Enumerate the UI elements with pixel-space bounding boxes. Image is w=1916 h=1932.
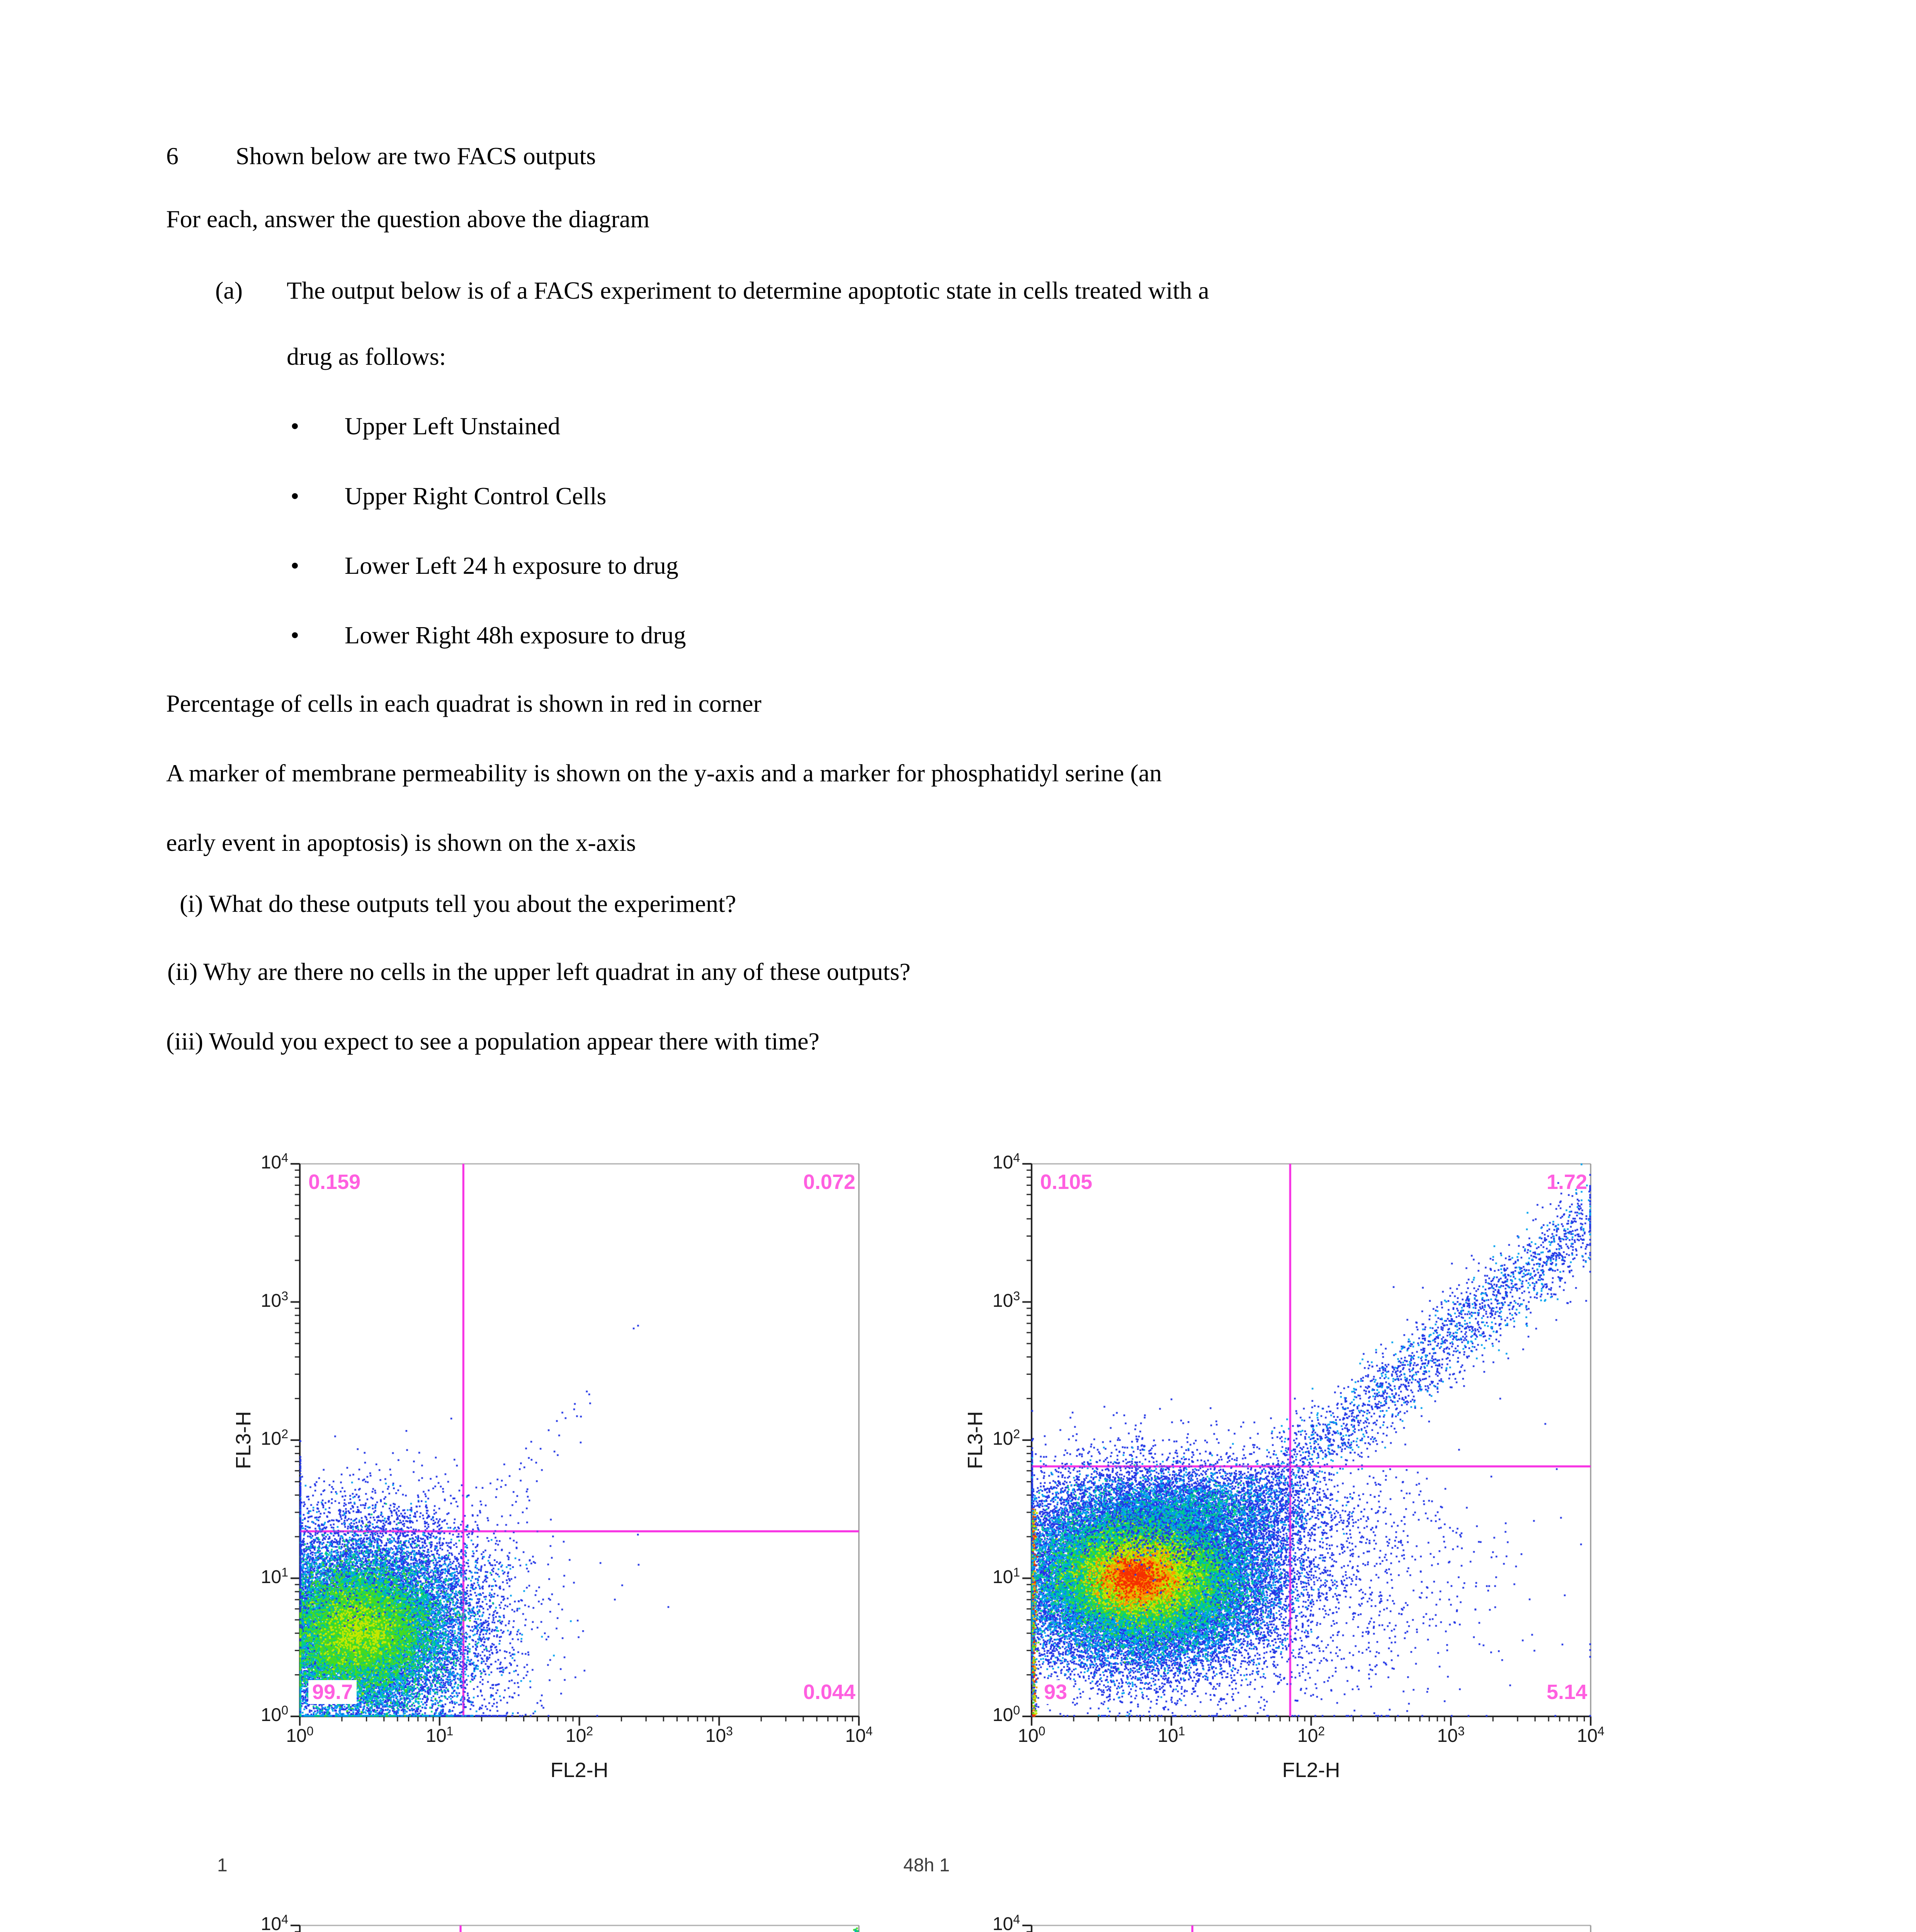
scatter-canvas xyxy=(948,1901,1628,1932)
x-axis-label: FL2-H xyxy=(1282,1759,1340,1782)
bullet-icon: • xyxy=(291,412,299,440)
y-tick-label: 103 xyxy=(992,1289,1020,1311)
y-tick-label: 102 xyxy=(260,1427,288,1449)
y-tick-label: 100 xyxy=(260,1703,288,1725)
y-tick-label: 101 xyxy=(992,1565,1020,1587)
y-tick-label: 104 xyxy=(260,1912,288,1932)
quadrant-lr-pct: 5.14 xyxy=(1546,1680,1587,1704)
bullet-icon: • xyxy=(291,482,299,510)
bullet-icon: • xyxy=(291,552,299,579)
y-axis-label: FL3-H xyxy=(232,1411,255,1469)
para-percentage: Percentage of cells in each quadrat is s… xyxy=(166,690,762,717)
facs-plot-unstained: 0.159 0.072 99.7 0.044 100 101 102 103 104 1… xyxy=(216,1140,896,1797)
y-tick-label: 104 xyxy=(992,1151,1020,1173)
y-tick-label: 101 xyxy=(260,1565,288,1587)
bullet-lower-right: Lower Right 48h exposure to drug xyxy=(345,621,686,649)
x-tick-label: 104 xyxy=(1577,1724,1605,1746)
bullet-upper-left: Upper Left Unstained xyxy=(345,412,561,440)
y-tick-label: 103 xyxy=(260,1289,288,1311)
facs-plot-control: 0.105 1.72 93 5.14 100 101 102 103 104 100 10… xyxy=(948,1140,1628,1797)
question-i: (i) What do these outputs tell you about… xyxy=(180,890,736,917)
quadrant-lr-pct: 0.044 xyxy=(803,1680,855,1704)
plot-row-label-48h: 48h 1 xyxy=(903,1855,950,1876)
plot-row-label-24h: 1 xyxy=(217,1855,228,1876)
quadrant-ur-pct: 1.72 xyxy=(1546,1170,1587,1194)
question-heading: Shown below are two FACS outputs xyxy=(236,142,596,170)
y-axis-label: FL3-H xyxy=(964,1411,987,1469)
quadrant-ul-pct: 0.105 xyxy=(1040,1170,1093,1194)
x-axis-label: FL2-H xyxy=(550,1759,609,1782)
question-number: 6 xyxy=(166,142,179,170)
question-ii: (ii) Why are there no cells in the upper… xyxy=(167,958,911,985)
x-tick-label: 100 xyxy=(1018,1724,1046,1746)
bullet-icon: • xyxy=(291,621,299,649)
x-tick-label: 104 xyxy=(845,1724,873,1746)
x-tick-label: 103 xyxy=(1437,1724,1465,1746)
y-tick-label: 100 xyxy=(992,1703,1020,1725)
para-marker-line2: early event in apoptosis) is shown on th… xyxy=(166,829,636,856)
x-tick-label: 100 xyxy=(286,1724,314,1746)
quadrant-ll-pct: 93 xyxy=(1040,1680,1071,1704)
x-tick-label: 103 xyxy=(705,1724,733,1746)
quadrant-ll-pct: 99.7 xyxy=(308,1680,357,1704)
item-a-label: (a) xyxy=(215,277,243,304)
intro-text: For each, answer the question above the … xyxy=(166,205,650,233)
y-tick-label: 102 xyxy=(992,1427,1020,1449)
x-tick-label: 102 xyxy=(1297,1724,1325,1746)
question-iii: (iii) Would you expect to see a populati… xyxy=(166,1027,819,1055)
scatter-canvas xyxy=(216,1901,896,1932)
quadrant-ul-pct: 0.159 xyxy=(308,1170,361,1194)
bullet-lower-left: Lower Left 24 h exposure to drug xyxy=(345,552,678,579)
x-tick-label: 101 xyxy=(426,1724,454,1746)
para-marker-line1: A marker of membrane permeability is sho… xyxy=(166,759,1162,787)
y-tick-label: 104 xyxy=(260,1151,288,1173)
item-a-text-line2: drug as follows: xyxy=(287,343,446,370)
x-tick-label: 101 xyxy=(1158,1724,1185,1746)
x-tick-label: 102 xyxy=(565,1724,593,1746)
y-tick-label: 104 xyxy=(992,1912,1020,1932)
quadrant-ur-pct: 0.072 xyxy=(803,1170,855,1194)
item-a-text-line1: The output below is of a FACS experiment… xyxy=(287,277,1209,304)
bullet-upper-right: Upper Right Control Cells xyxy=(345,482,607,510)
